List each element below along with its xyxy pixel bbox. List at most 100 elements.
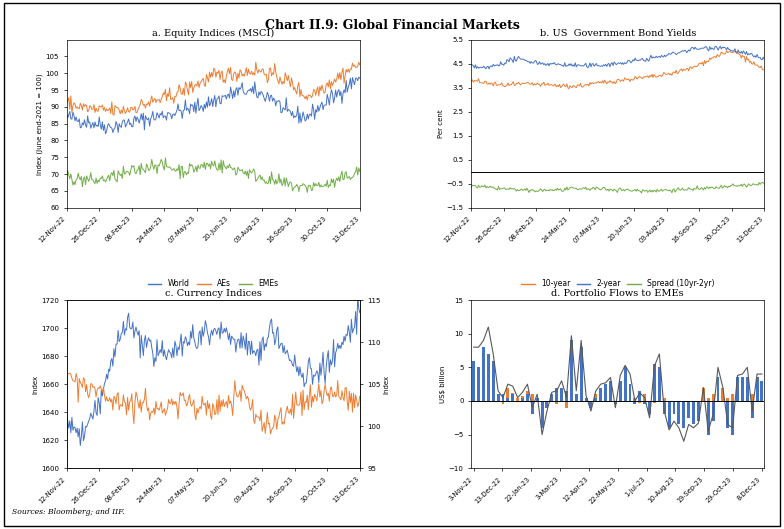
Bar	[638, 401, 641, 403]
Bar	[662, 398, 666, 401]
Bar	[731, 394, 734, 401]
Bar	[531, 394, 534, 401]
Bar	[629, 391, 631, 401]
Bar	[477, 367, 480, 401]
Bar	[756, 377, 759, 401]
Bar	[521, 398, 524, 401]
Bar	[609, 398, 612, 401]
Bar	[697, 401, 700, 403]
Bar	[633, 401, 637, 404]
Bar	[717, 391, 720, 401]
Bar	[736, 377, 739, 401]
Legend: World, AEs, EMEs: World, AEs, EMEs	[145, 276, 281, 291]
Bar	[560, 394, 563, 401]
Y-axis label: Per cent: Per cent	[437, 110, 444, 138]
Bar	[511, 393, 514, 401]
Bar	[506, 388, 510, 401]
Bar	[546, 401, 549, 408]
Bar	[682, 401, 685, 428]
Bar	[546, 401, 549, 404]
Bar	[692, 401, 695, 404]
Bar	[702, 388, 705, 401]
Bar	[677, 401, 681, 424]
Bar	[585, 398, 587, 401]
Bar	[560, 388, 563, 401]
Bar	[619, 396, 622, 401]
Y-axis label: Index: Index	[32, 375, 38, 394]
Bar	[570, 341, 573, 401]
Bar	[614, 401, 617, 404]
Title: b. US  Government Bond Yields: b. US Government Bond Yields	[539, 29, 696, 38]
Bar	[668, 401, 670, 428]
Bar	[692, 401, 695, 424]
Bar	[760, 394, 764, 401]
Bar	[541, 401, 543, 428]
Bar	[477, 381, 480, 401]
Bar	[487, 374, 490, 401]
Bar	[526, 391, 529, 401]
Bar	[731, 401, 734, 434]
Bar	[706, 398, 710, 401]
Bar	[624, 399, 626, 401]
Bar	[688, 401, 690, 408]
Y-axis label: Index: Index	[383, 375, 390, 394]
Bar	[736, 399, 739, 401]
Bar	[526, 394, 529, 401]
Bar	[653, 401, 656, 403]
Bar	[756, 398, 759, 401]
Bar	[688, 401, 690, 418]
Bar	[712, 394, 714, 401]
Bar	[717, 377, 720, 401]
Bar	[575, 398, 578, 401]
Bar	[721, 388, 724, 401]
Bar	[624, 367, 626, 401]
Title: a. Equity Indices (MSCI): a. Equity Indices (MSCI)	[152, 29, 274, 38]
Bar	[706, 401, 710, 434]
Bar	[492, 394, 495, 401]
Bar	[726, 398, 729, 401]
Bar	[668, 401, 670, 403]
Bar	[550, 394, 554, 401]
Bar	[643, 401, 646, 404]
Text: Chart II.9: Global Financial Markets: Chart II.9: Global Financial Markets	[264, 19, 520, 32]
Bar	[726, 401, 729, 428]
Bar	[599, 388, 602, 401]
Bar	[741, 377, 744, 401]
Bar	[496, 398, 499, 401]
Bar	[643, 394, 646, 401]
Bar	[619, 381, 622, 401]
Bar	[565, 401, 568, 408]
Bar	[599, 398, 602, 401]
Bar	[506, 398, 510, 401]
Title: c. Currency Indices: c. Currency Indices	[165, 289, 262, 298]
Bar	[746, 391, 749, 401]
Bar	[555, 388, 558, 401]
Bar	[575, 394, 578, 401]
Bar	[502, 401, 504, 404]
Bar	[472, 361, 475, 401]
Bar	[648, 401, 651, 404]
Bar	[565, 391, 568, 401]
Bar	[760, 381, 764, 401]
Bar	[487, 354, 490, 401]
Bar	[604, 384, 607, 401]
Bar	[614, 401, 617, 404]
Bar	[751, 401, 753, 418]
Bar	[697, 401, 700, 421]
Bar	[682, 401, 685, 414]
Bar	[594, 394, 597, 401]
Bar	[535, 398, 539, 401]
Bar	[590, 401, 593, 404]
Bar	[609, 381, 612, 401]
Bar	[751, 394, 753, 401]
Bar	[662, 401, 666, 414]
Bar	[633, 398, 637, 401]
Bar	[579, 347, 583, 401]
Bar	[555, 401, 558, 404]
Bar	[590, 401, 593, 408]
Bar	[746, 377, 749, 401]
Y-axis label: US$ billion: US$ billion	[440, 366, 446, 403]
Bar	[482, 394, 485, 401]
Bar	[585, 399, 587, 401]
Bar	[541, 401, 543, 408]
